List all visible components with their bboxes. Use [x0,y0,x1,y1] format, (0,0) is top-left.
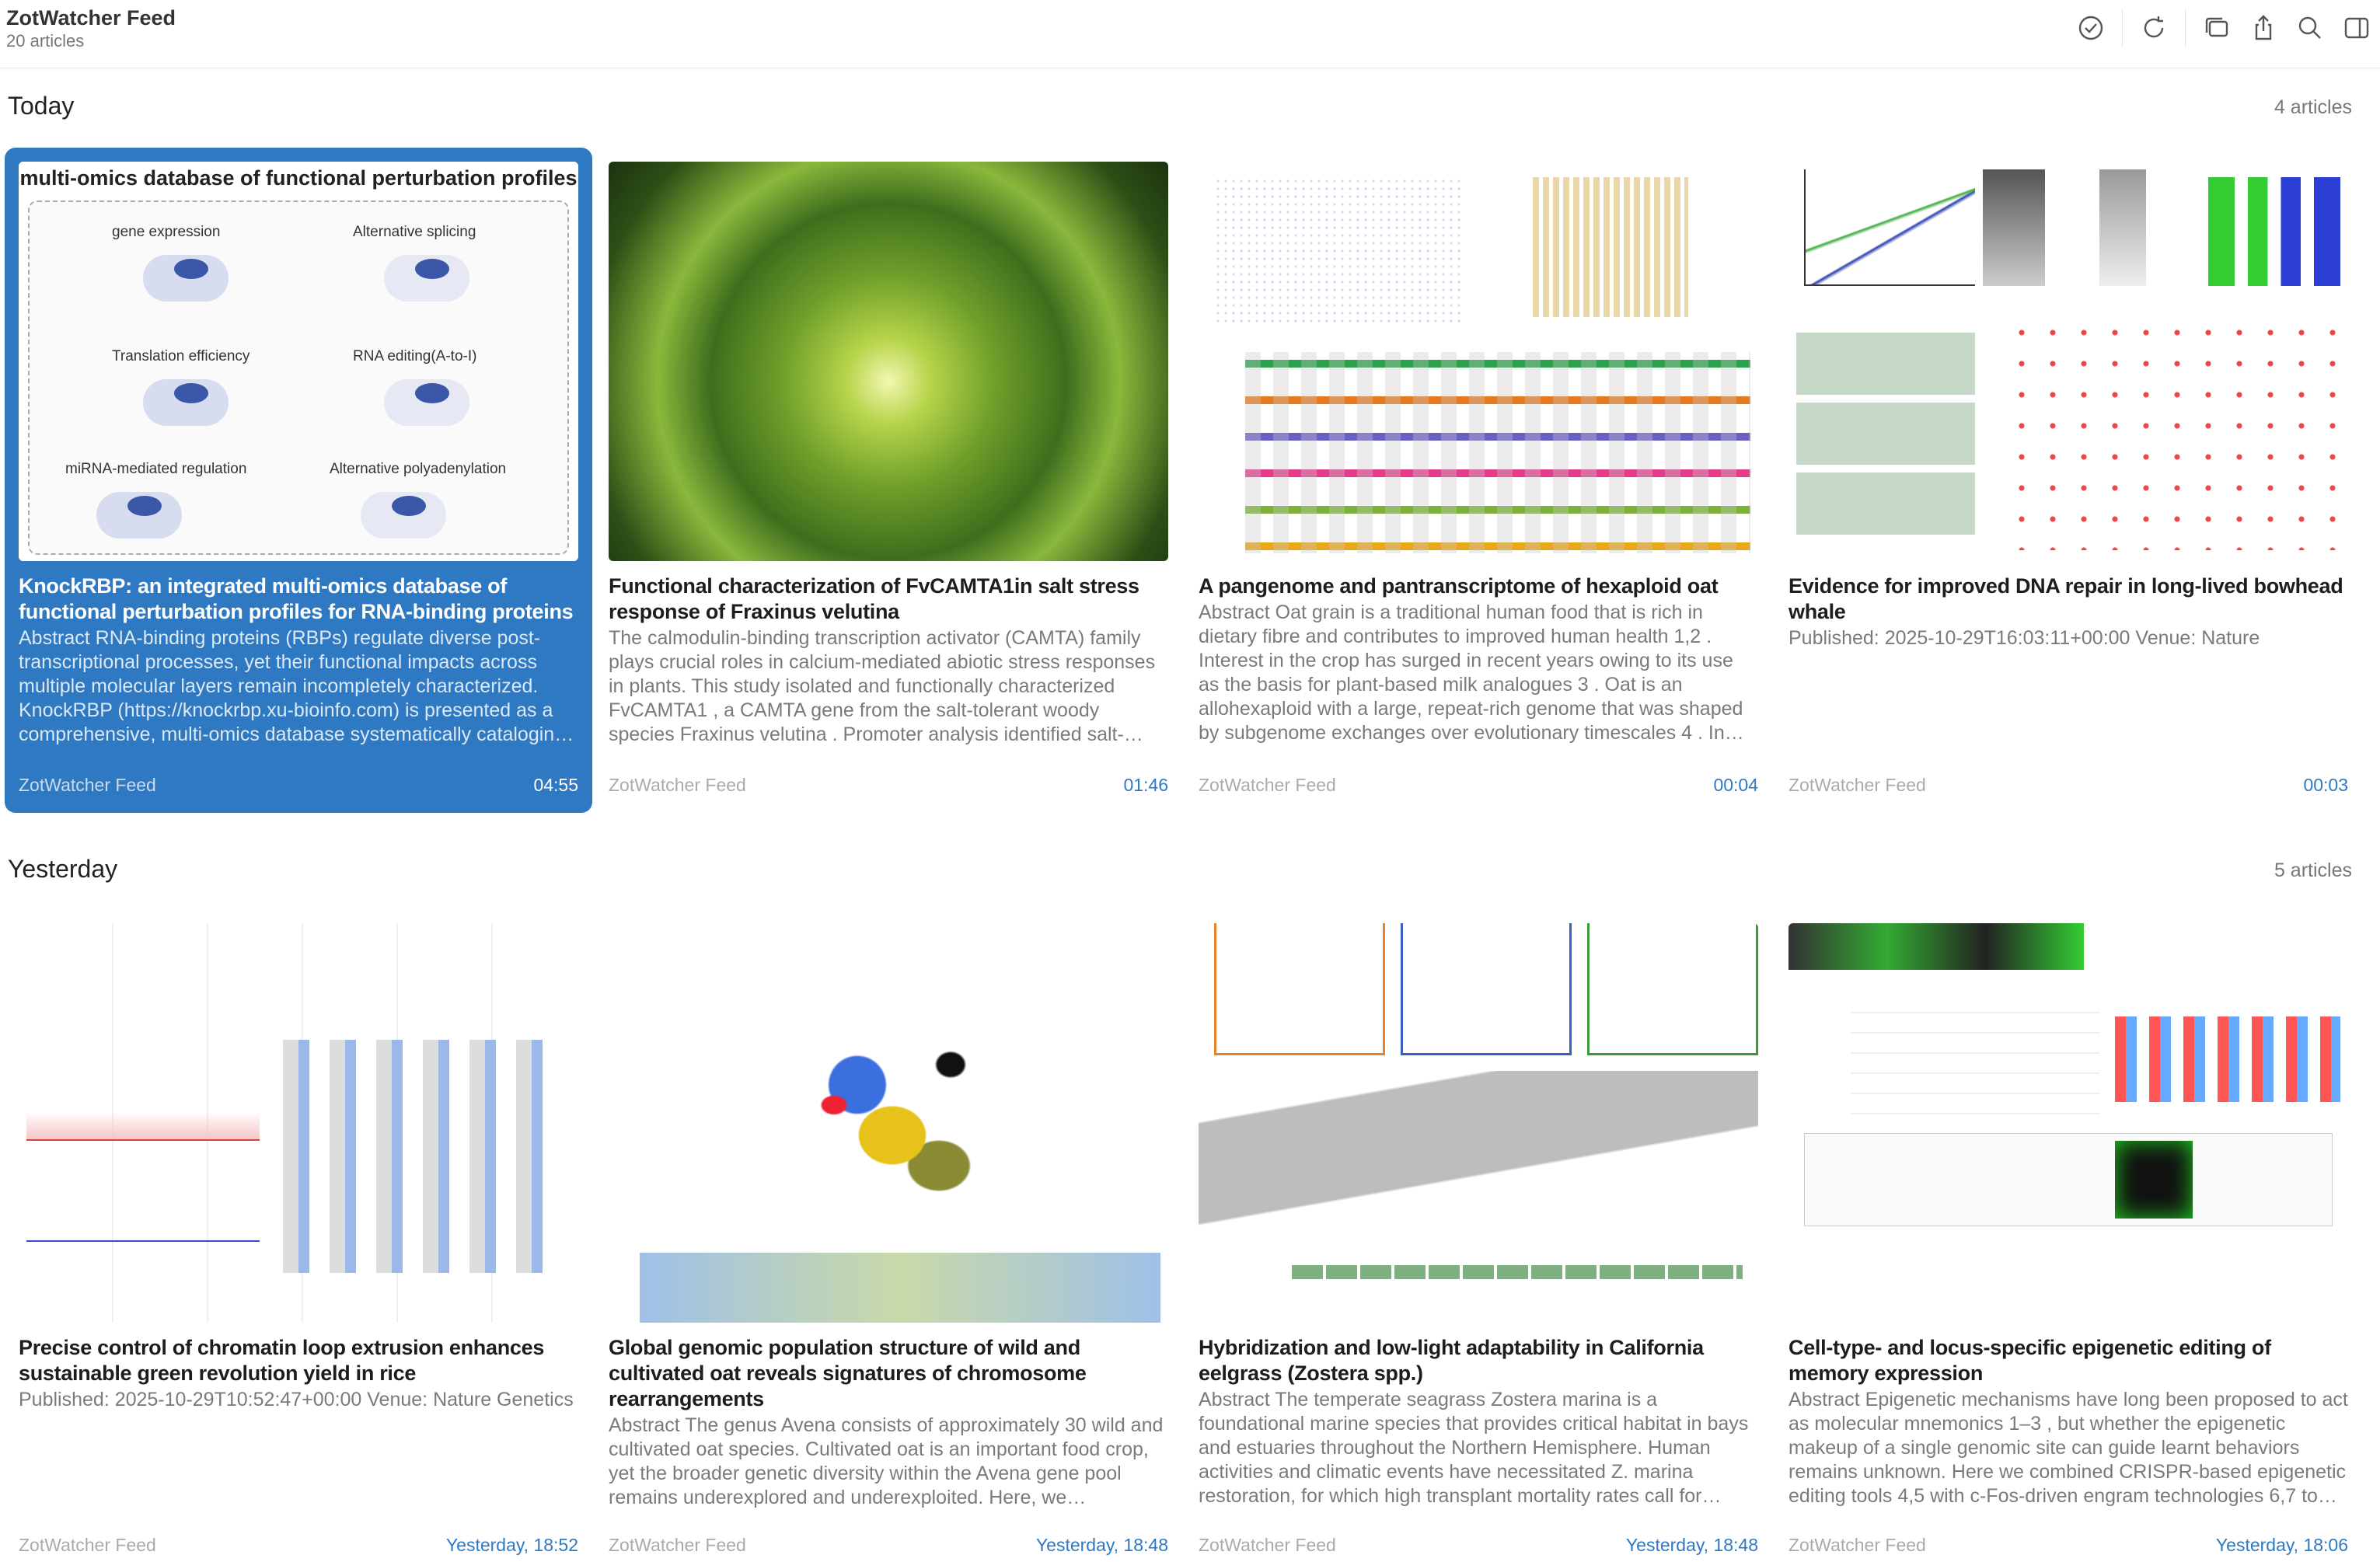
article-abstract: Published: 2025-10-29T10:52:47+00:00 Ven… [19,1389,574,1410]
divider [2122,9,2123,47]
article-card[interactable]: Functional characterization of FvCAMTA1i… [595,148,1182,813]
figure-label: Alternative splicing [353,224,476,240]
app-title: ZotWatcher Feed [6,6,176,30]
article-source: ZotWatcher Feed [609,1535,746,1555]
article-thumbnail [1788,923,2348,1323]
article-thumbnail [609,162,1168,561]
article-abstract: Abstract Epigenetic mechanisms have long… [1788,1389,2348,1507]
mark-read-icon [2078,16,2103,40]
article-time: 00:04 [1713,775,1758,795]
article-thumbnail [1199,923,1758,1323]
article-abstract: Abstract Oat grain is a traditional huma… [1199,601,1743,744]
article-footer: ZotWatcher Feed Yesterday, 18:48 [609,1528,1168,1556]
article-time: Yesterday, 18:48 [1625,1535,1758,1555]
article-abstract: Published: 2025-10-29T16:03:11+00:00 Ven… [1788,627,2260,649]
article-card[interactable]: Hybridization and low-light adaptability… [1185,909,1772,1562]
article-count: 20 articles [6,31,85,51]
article-time: 04:55 [533,775,578,795]
article-title: Global genomic population structure of w… [609,1336,1087,1410]
duplicate-button[interactable] [2193,11,2240,45]
article-abstract: The calmodulin-binding transcription act… [609,627,1156,745]
sidebar-icon [2344,17,2369,39]
figure-label: Translation efficiency [112,348,250,364]
section-article-count: 5 articles [2274,859,2352,881]
article-title: A pangenome and pantranscriptome of hexa… [1199,574,1719,598]
article-title: Functional characterization of FvCAMTA1i… [609,574,1139,623]
article-footer: ZotWatcher Feed Yesterday, 18:06 [1788,1528,2348,1556]
article-time: Yesterday, 18:06 [2215,1535,2348,1555]
article-thumbnail [609,923,1168,1323]
article-footer: ZotWatcher Feed 01:46 [609,768,1168,796]
article-card[interactable]: A pangenome and pantranscriptome of hexa… [1185,148,1772,813]
share-button[interactable] [2240,11,2287,45]
article-source: ZotWatcher Feed [1788,1535,1926,1555]
article-footer: ZotWatcher Feed 04:55 [19,768,578,796]
figure-label: gene expression [112,224,221,240]
figure-label: RNA editing(A-to-I) [353,348,477,364]
article-card[interactable]: Evidence for improved DNA repair in long… [1775,148,2362,813]
article-footer: ZotWatcher Feed 00:03 [1788,768,2348,796]
article-source: ZotWatcher Feed [1199,1535,1336,1555]
article-footer: ZotWatcher Feed Yesterday, 18:48 [1199,1528,1758,1556]
article-card[interactable]: multi-omics database of functional pertu… [5,148,592,813]
refresh-icon [2144,16,2164,38]
figure-label: Alternative polyadenylation [330,461,507,477]
article-source: ZotWatcher Feed [19,775,156,795]
toolbar: ZotWatcher Feed 20 articles [0,0,2380,68]
section-article-count: 4 articles [2274,96,2352,118]
article-title: KnockRBP: an integrated multi-omics data… [19,574,574,623]
article-time: Yesterday, 18:48 [1035,1535,1168,1555]
article-title: Precise control of chromatin loop extrus… [19,1336,545,1385]
article-thumbnail [19,923,578,1323]
article-source: ZotWatcher Feed [609,775,746,795]
article-card[interactable]: Cell-type- and locus-specific epigenetic… [1775,909,2362,1562]
search-button[interactable] [2287,11,2333,45]
duplicate-icon [2205,17,2228,37]
article-source: ZotWatcher Feed [1199,775,1336,795]
article-abstract: Abstract The genus Avena consists of app… [609,1414,1164,1508]
search-icon [2298,16,2321,39]
article-thumbnail [1199,162,1758,561]
section-title: Yesterday [8,855,118,883]
article-footer: ZotWatcher Feed 00:04 [1199,768,1758,796]
article-card[interactable]: Precise control of chromatin loop extrus… [5,909,592,1562]
article-abstract: Abstract RNA-binding proteins (RBPs) reg… [19,627,566,745]
figure-label: miRNA-mediated regulation [65,461,247,477]
article-source: ZotWatcher Feed [19,1535,156,1555]
article-title: Cell-type- and locus-specific epigenetic… [1788,1336,2271,1385]
share-icon [2255,15,2272,40]
figure-heading: multi-omics database of functional pertu… [19,166,578,190]
article-thumbnail [1788,162,2348,561]
mark-read-button[interactable] [2068,11,2114,45]
article-time: 00:03 [2303,775,2348,795]
article-thumbnail: multi-omics database of functional pertu… [19,162,578,561]
refresh-button[interactable] [2130,11,2177,45]
sidebar-toggle-button[interactable] [2333,11,2380,45]
article-card[interactable]: Global genomic population structure of w… [595,909,1182,1562]
article-time: Yesterday, 18:52 [445,1535,578,1555]
divider [2185,9,2186,47]
article-time: 01:46 [1123,775,1168,795]
article-title: Hybridization and low-light adaptability… [1199,1336,1704,1385]
article-abstract: Abstract The temperate seagrass Zostera … [1199,1389,1749,1507]
article-title: Evidence for improved DNA repair in long… [1788,574,2343,623]
article-footer: ZotWatcher Feed Yesterday, 18:52 [19,1528,578,1556]
section-title: Today [8,92,75,120]
article-source: ZotWatcher Feed [1788,775,1926,795]
